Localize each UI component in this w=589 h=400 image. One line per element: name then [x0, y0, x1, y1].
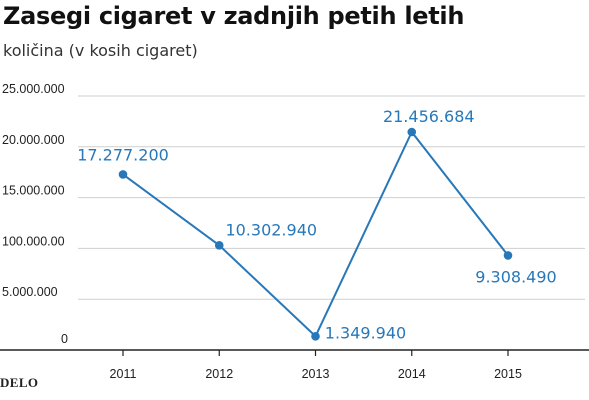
y-tick-label: 0 [61, 332, 68, 346]
axis-layer: 0 5.000.000 100.000.00 15.000.000 20.000.000… [0, 82, 589, 381]
y-tick-label: 100.000.00 [2, 234, 65, 248]
x-tick-label: 2011 [110, 367, 137, 381]
series-layer [118, 127, 513, 341]
data-point [311, 331, 320, 341]
data-label: 10.302.940 [225, 220, 317, 239]
data-label: 9.308.490 [475, 267, 556, 286]
y-tick-label: 20.000.000 [2, 133, 65, 147]
x-tick-label: 2012 [205, 367, 233, 381]
data-label: 1.349.940 [325, 323, 406, 342]
chart-title: Zasegi cigaret v zadnjih petih letih [3, 2, 465, 30]
chart-subtitle: količina (v kosih cigaret) [3, 41, 198, 60]
data-point [503, 251, 513, 260]
label-layer: 17.277.200 10.302.940 1.349.940 21.456.684 9… [77, 107, 557, 342]
grid-layer [78, 95, 585, 300]
data-label: 21.456.684 [383, 107, 475, 126]
x-tick-label: 2014 [398, 367, 426, 381]
data-point [118, 170, 128, 179]
y-tick-label: 5.000.000 [2, 285, 58, 299]
brand-logo: DELO [0, 375, 39, 390]
data-point [407, 127, 417, 137]
x-tick-label: 2015 [494, 367, 522, 381]
data-point [214, 241, 224, 250]
y-tick-label: 25.000.000 [2, 82, 65, 96]
x-tick-label: 2013 [302, 367, 330, 381]
data-label: 17.277.200 [77, 145, 169, 164]
y-tick-label: 15.000.000 [2, 184, 65, 198]
